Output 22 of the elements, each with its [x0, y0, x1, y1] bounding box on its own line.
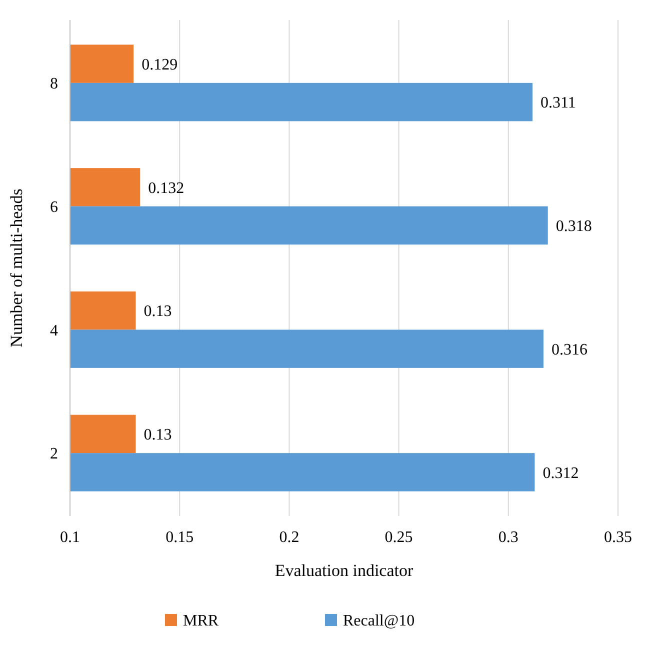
y-tick-label: 4: [50, 322, 58, 340]
data-label: 0.13: [144, 426, 172, 444]
data-label: 0.13: [144, 303, 172, 320]
x-tick-label: 0.1: [60, 529, 80, 546]
x-tick-label: 0.3: [498, 529, 518, 546]
y-tick-label: 2: [50, 446, 58, 463]
x-tick-label: 0.15: [166, 529, 194, 546]
data-label: 0.312: [542, 464, 579, 482]
y-tick-label: 8: [50, 76, 58, 93]
y-tick-label: 6: [50, 198, 58, 216]
data-label: 0.129: [142, 56, 178, 74]
data-label: 0.132: [148, 180, 184, 197]
data-label: 0.318: [556, 218, 592, 236]
data-label: 0.316: [551, 341, 588, 358]
x-tick-label: 0.35: [604, 529, 632, 546]
legend-label: Recall@10: [343, 612, 415, 630]
x-tick-label: 0.25: [384, 529, 413, 546]
y-axis-title: Number of multi-heads: [7, 188, 26, 348]
x-tick-label: 0.2: [279, 529, 300, 546]
data-label: 0.311: [540, 94, 576, 112]
x-axis-title: Evaluation indicator: [274, 561, 414, 580]
legend-label: MRR: [183, 612, 219, 630]
